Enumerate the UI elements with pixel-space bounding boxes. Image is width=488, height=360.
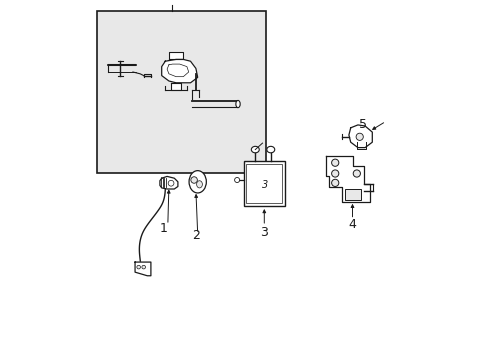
Polygon shape <box>160 176 178 189</box>
Bar <box>345 189 361 200</box>
Text: 4: 4 <box>348 219 356 231</box>
Text: 3: 3 <box>262 180 267 190</box>
Text: 1: 1 <box>159 222 167 235</box>
Polygon shape <box>170 83 181 90</box>
Polygon shape <box>168 52 183 59</box>
Circle shape <box>142 265 145 269</box>
Polygon shape <box>135 262 151 272</box>
Ellipse shape <box>251 146 259 153</box>
Ellipse shape <box>235 100 240 108</box>
Circle shape <box>234 177 239 183</box>
Bar <box>246 164 282 203</box>
Polygon shape <box>325 156 369 202</box>
Circle shape <box>331 179 338 186</box>
Circle shape <box>331 170 338 177</box>
Text: 5: 5 <box>359 118 366 131</box>
Polygon shape <box>348 125 371 148</box>
Ellipse shape <box>266 146 274 153</box>
Circle shape <box>190 177 197 183</box>
Text: 3: 3 <box>260 225 268 239</box>
Text: 2: 2 <box>192 229 200 242</box>
Circle shape <box>168 180 174 186</box>
Circle shape <box>352 170 360 177</box>
Bar <box>97 11 265 173</box>
Bar <box>243 161 285 206</box>
Ellipse shape <box>196 181 202 188</box>
Circle shape <box>331 159 338 166</box>
Circle shape <box>137 265 140 269</box>
Ellipse shape <box>189 171 206 193</box>
Polygon shape <box>162 59 197 83</box>
Circle shape <box>355 133 363 140</box>
